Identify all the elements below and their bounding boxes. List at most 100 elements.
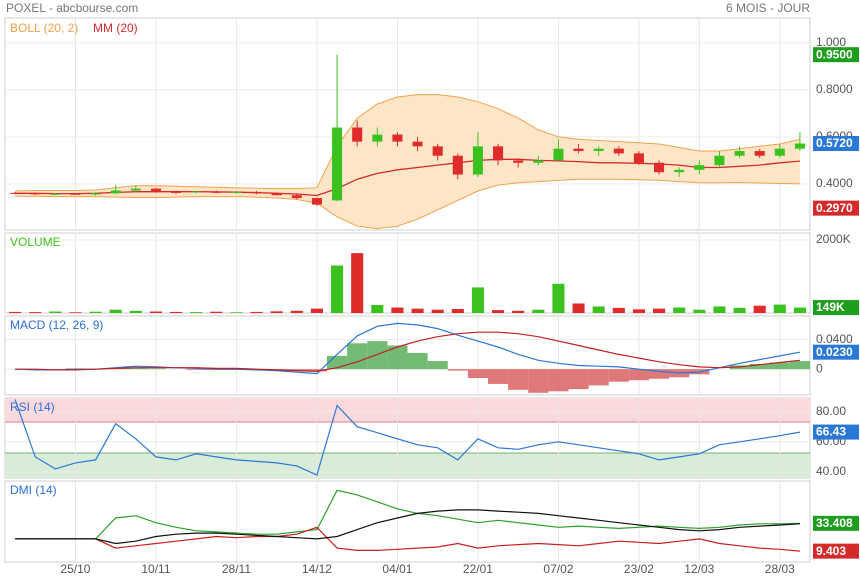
x-tick-label: 28/03 bbox=[765, 562, 795, 576]
candle-body bbox=[533, 160, 544, 163]
y-tick-label: 2000K bbox=[816, 232, 851, 246]
panel-title: VOLUME bbox=[10, 235, 61, 249]
candle-body bbox=[231, 191, 242, 193]
volume-bar bbox=[351, 253, 364, 313]
legend-entry: BOLL (20, 2) bbox=[10, 21, 78, 35]
volume-bar bbox=[632, 309, 645, 313]
bollinger-lower bbox=[15, 178, 800, 230]
badge-label: 0.9500 bbox=[816, 47, 853, 61]
candle-body bbox=[734, 151, 745, 156]
candle-body bbox=[271, 193, 282, 196]
histogram-bar bbox=[588, 369, 609, 386]
candle-body bbox=[452, 155, 463, 175]
badge-label: 9.403 bbox=[816, 544, 846, 558]
volume-bar bbox=[713, 306, 726, 313]
badge-label: 149K bbox=[816, 300, 845, 314]
candle-body bbox=[30, 193, 41, 195]
candle-body bbox=[50, 193, 61, 195]
value-badge bbox=[813, 424, 859, 440]
histogram-bar bbox=[769, 362, 790, 370]
candle-body bbox=[493, 146, 504, 161]
volume-bar bbox=[109, 309, 122, 313]
histogram-bar bbox=[145, 368, 166, 370]
y-tick-label: 0.8000 bbox=[816, 82, 853, 96]
x-tick-label: 12/03 bbox=[684, 562, 714, 576]
histogram-bar bbox=[286, 369, 307, 371]
histogram-bar bbox=[186, 369, 207, 370]
histogram-bar bbox=[407, 352, 428, 370]
volume-bar bbox=[512, 310, 525, 313]
y-tick-label: 0.4000 bbox=[816, 176, 853, 190]
volume-bar bbox=[673, 307, 686, 313]
candle-body bbox=[211, 191, 222, 193]
panel-title: DMI (14) bbox=[10, 483, 57, 497]
volume-bar bbox=[210, 311, 223, 313]
x-tick-label: 10/11 bbox=[141, 562, 170, 576]
series-line bbox=[15, 331, 800, 373]
volume-bar bbox=[592, 306, 605, 313]
y-tick-label: 0.0400 bbox=[816, 332, 853, 346]
candle-body bbox=[291, 195, 302, 199]
candle-body bbox=[553, 148, 564, 161]
series-line bbox=[15, 509, 800, 545]
histogram-bar bbox=[488, 369, 509, 384]
volume-bar bbox=[793, 307, 806, 313]
badge-label: 0.2970 bbox=[816, 201, 853, 215]
value-badge bbox=[813, 300, 859, 316]
histogram-bar bbox=[447, 369, 468, 371]
histogram-bar bbox=[427, 361, 448, 370]
volume-bar bbox=[773, 304, 786, 313]
badge-label: 0.5720 bbox=[816, 136, 853, 150]
candle-body bbox=[311, 198, 322, 205]
volume-bar bbox=[170, 311, 183, 313]
histogram-bar bbox=[528, 369, 549, 393]
series-line bbox=[15, 322, 801, 375]
candle-body bbox=[372, 134, 383, 142]
volume-bar bbox=[190, 312, 203, 313]
volume-bar bbox=[693, 309, 706, 313]
histogram-bar bbox=[628, 369, 649, 381]
volume-bar bbox=[310, 308, 323, 313]
candle-body bbox=[251, 191, 262, 194]
badge-label: 0.0230 bbox=[816, 345, 853, 359]
period: 6 MOIS - JOUR bbox=[726, 1, 810, 15]
x-tick-label: 14/12 bbox=[302, 562, 332, 576]
panel bbox=[4, 232, 811, 314]
histogram-bar bbox=[508, 369, 529, 390]
volume-bar bbox=[331, 265, 344, 313]
value-badge bbox=[813, 47, 859, 63]
histogram-bar bbox=[749, 363, 770, 370]
candle-body bbox=[110, 190, 121, 194]
histogram-bar bbox=[125, 367, 146, 370]
volume-bar bbox=[270, 311, 283, 313]
candle-body bbox=[613, 148, 624, 154]
candle-body bbox=[754, 151, 765, 156]
volume-bar bbox=[290, 310, 303, 313]
volume-bar bbox=[371, 304, 384, 313]
volume-bar bbox=[149, 311, 162, 313]
series-line bbox=[15, 526, 800, 552]
panel-title: RSI (14) bbox=[10, 400, 55, 414]
histogram-bar bbox=[568, 369, 589, 390]
volume-bar bbox=[431, 309, 444, 313]
histogram-bar bbox=[649, 369, 670, 379]
histogram-bar bbox=[347, 343, 368, 370]
candle-body bbox=[794, 143, 805, 149]
x-tick-label: 28/11 bbox=[222, 562, 251, 576]
candle-body bbox=[633, 153, 644, 163]
oversold-zone bbox=[5, 453, 810, 478]
volume-bar bbox=[129, 310, 142, 313]
volume-bar bbox=[69, 312, 82, 313]
x-tick-label: 25/10 bbox=[60, 562, 90, 576]
bollinger-upper bbox=[15, 94, 801, 192]
candle-body bbox=[573, 148, 584, 152]
volume-bar bbox=[653, 308, 666, 313]
candle-body bbox=[150, 188, 161, 192]
candle-body bbox=[674, 169, 685, 173]
candle-body bbox=[593, 148, 604, 152]
volume-bar bbox=[391, 307, 404, 313]
candle-body bbox=[694, 165, 705, 170]
candle-body bbox=[513, 160, 524, 163]
candle-body bbox=[130, 188, 141, 191]
